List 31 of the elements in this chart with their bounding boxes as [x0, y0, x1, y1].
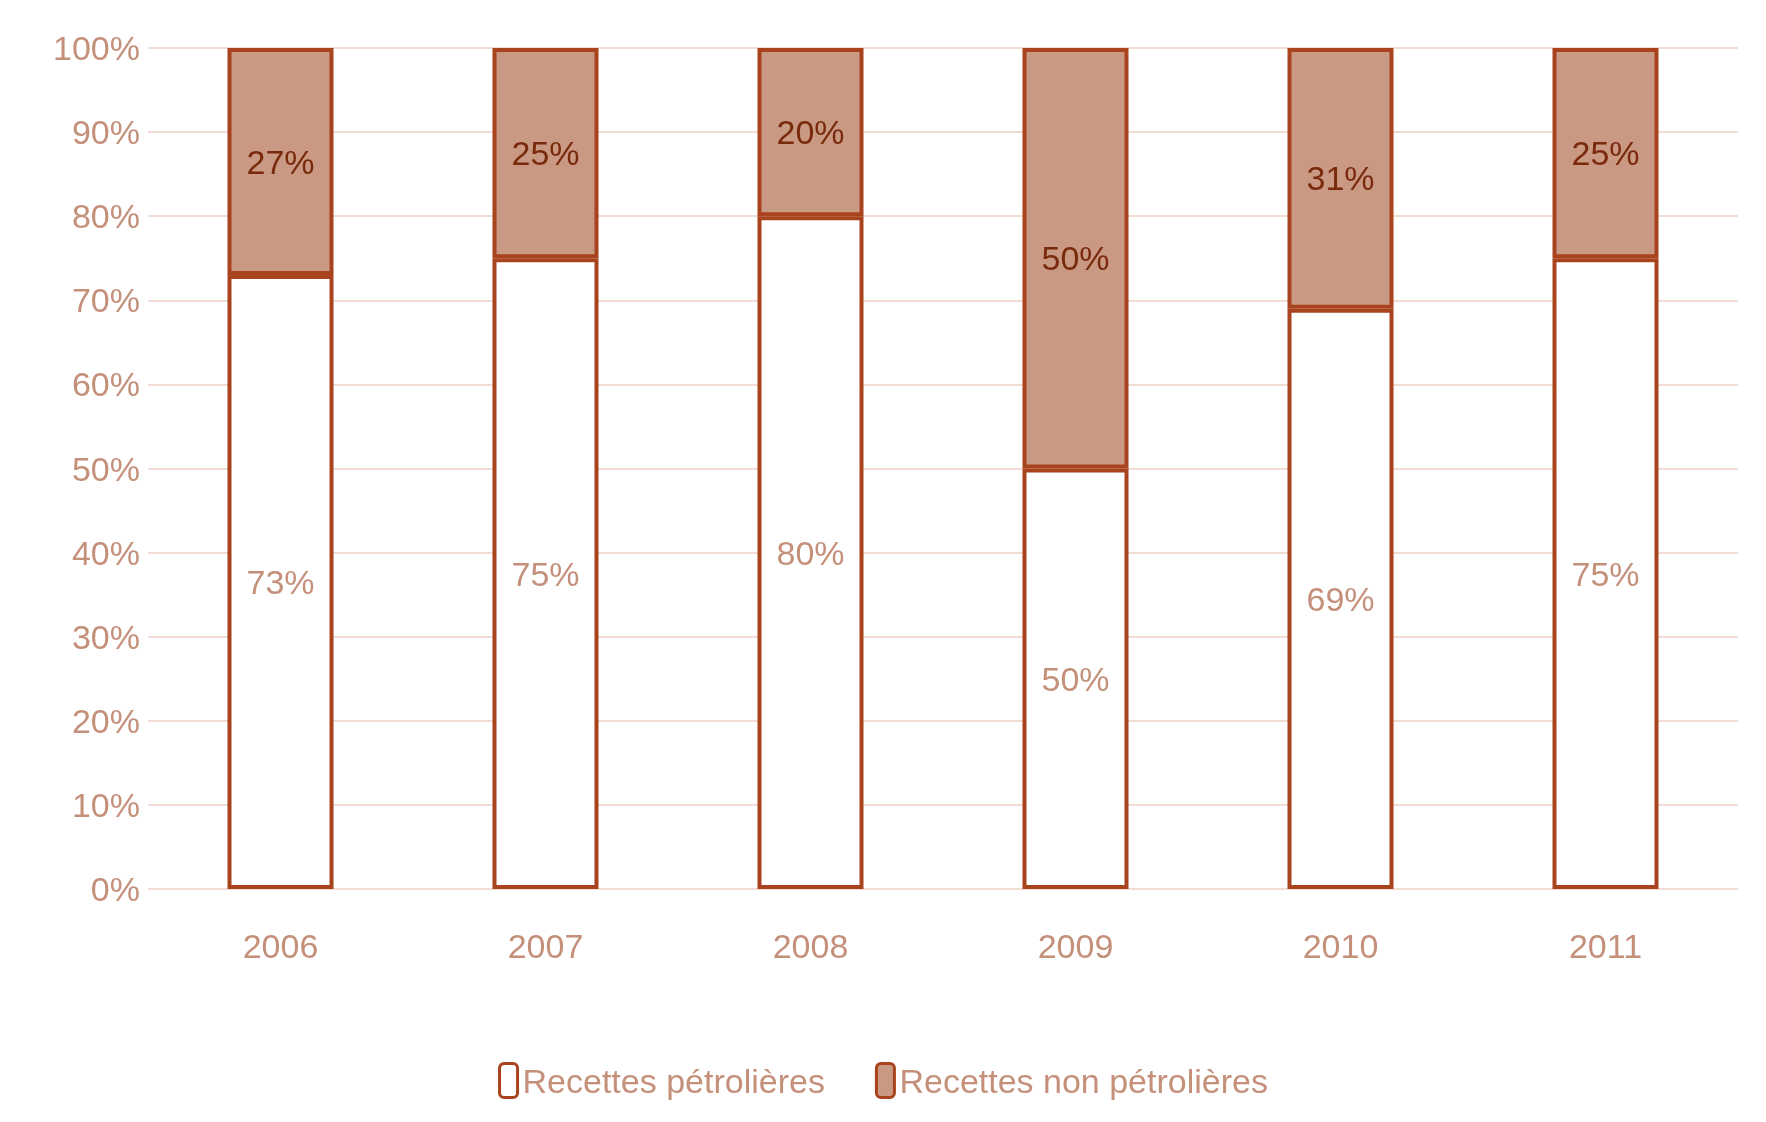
- x-tick-label: 2010: [1302, 927, 1379, 965]
- y-tick-label: 50%: [71, 449, 140, 488]
- x-tick-label: 2007: [507, 927, 584, 965]
- y-tick-label: 80%: [71, 197, 140, 236]
- data-label: 25%: [1571, 134, 1640, 173]
- data-label: 20%: [776, 113, 845, 152]
- data-label: 75%: [1571, 554, 1640, 593]
- y-tick-label: 100%: [53, 29, 140, 67]
- data-label: 31%: [1306, 159, 1375, 198]
- data-label: 25%: [511, 134, 580, 173]
- data-label: 27%: [246, 142, 315, 181]
- y-tick-label: 0%: [90, 870, 140, 908]
- legend-label: Recettes pétrolières: [522, 1061, 825, 1100]
- legend-label: Recettes non pétrolières: [899, 1061, 1268, 1100]
- data-label: 75%: [511, 554, 580, 593]
- y-tick-label: 20%: [71, 701, 140, 740]
- data-label: 50%: [1041, 659, 1110, 698]
- y-tick-label: 60%: [71, 365, 140, 404]
- y-tick-label: 90%: [71, 113, 140, 152]
- data-label: 69%: [1306, 579, 1375, 618]
- y-tick-label: 30%: [71, 617, 140, 656]
- x-tick-label: 2011: [1568, 927, 1643, 965]
- x-tick-label: 2009: [1037, 927, 1114, 965]
- y-tick-label: 70%: [71, 281, 140, 320]
- data-label: 80%: [776, 533, 845, 572]
- x-tick-label: 2006: [242, 927, 319, 965]
- y-tick-label: 40%: [71, 533, 140, 572]
- y-tick-label: 10%: [71, 785, 140, 824]
- data-label: 73%: [246, 563, 315, 602]
- x-tick-label: 2008: [772, 927, 849, 965]
- data-label: 50%: [1041, 239, 1110, 278]
